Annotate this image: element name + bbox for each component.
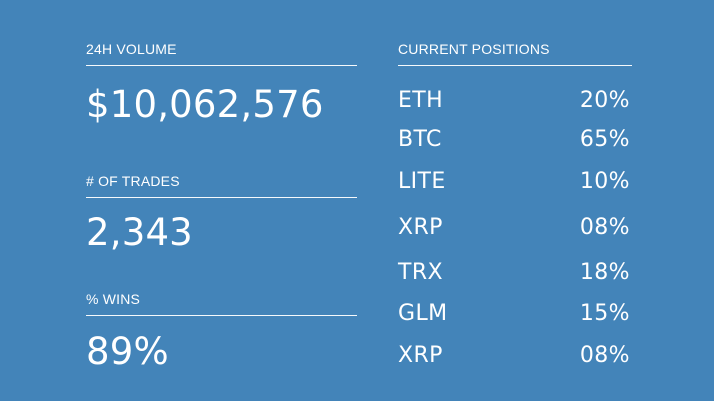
position-row: BTC 65%: [398, 125, 632, 155]
position-percent: 08%: [579, 215, 630, 240]
position-percent: 15%: [579, 301, 630, 326]
positions-label: CURRENT POSITIONS: [398, 41, 550, 57]
position-symbol: ETH: [398, 88, 444, 113]
volume-value: $10,062,576: [86, 83, 324, 126]
position-row: XRP 08%: [398, 341, 632, 371]
position-row: LITE 10%: [398, 167, 632, 197]
position-symbol: BTC: [398, 127, 442, 152]
position-row: XRP 08%: [398, 213, 632, 243]
position-percent: 10%: [579, 169, 630, 194]
position-symbol: TRX: [398, 260, 443, 285]
position-symbol: LITE: [398, 169, 446, 194]
position-percent: 08%: [579, 343, 630, 368]
trades-label: # OF TRADES: [86, 173, 180, 189]
position-row: ETH 20%: [398, 86, 632, 116]
trades-divider: [86, 197, 357, 198]
wins-value: 89%: [86, 330, 169, 373]
position-percent: 65%: [579, 127, 630, 152]
position-percent: 18%: [579, 260, 630, 285]
position-row: GLM 15%: [398, 299, 632, 329]
trades-value: 2,343: [86, 211, 193, 254]
volume-label: 24H VOLUME: [86, 41, 177, 57]
position-symbol: XRP: [398, 343, 443, 368]
wins-label: % WINS: [86, 291, 141, 307]
positions-divider: [398, 65, 632, 66]
position-percent: 20%: [579, 88, 630, 113]
wins-divider: [86, 315, 357, 316]
position-symbol: XRP: [398, 215, 443, 240]
position-row: TRX 18%: [398, 258, 632, 288]
volume-divider: [86, 65, 357, 66]
position-symbol: GLM: [398, 301, 448, 326]
